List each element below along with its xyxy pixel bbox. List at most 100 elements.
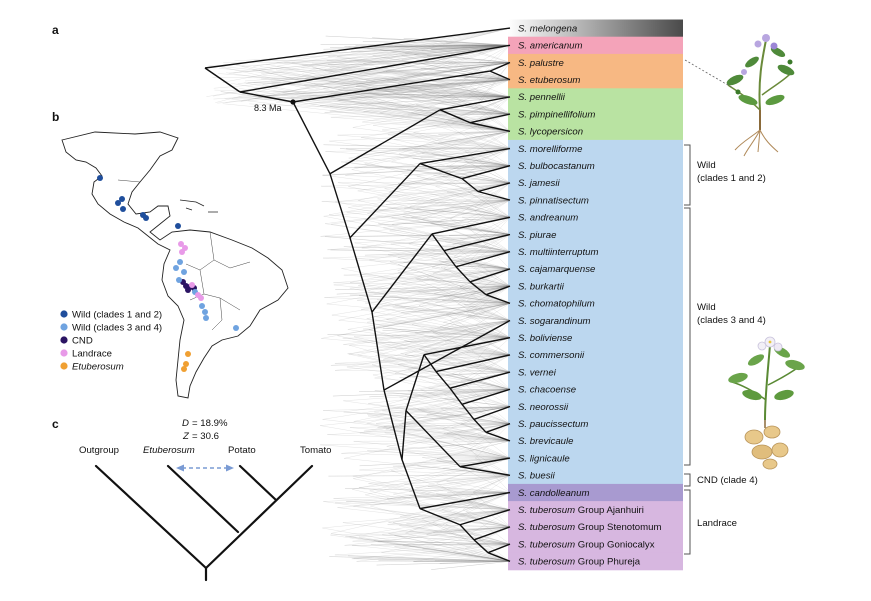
gene-tree-branch	[475, 62, 511, 106]
gene-tree-branch	[321, 199, 511, 202]
gene-tree-branch	[398, 113, 511, 132]
gene-tree-branch	[276, 62, 511, 80]
map-latin-america	[61, 131, 289, 399]
gene-tree-branch	[358, 487, 511, 510]
gene-tree-branch	[218, 68, 511, 98]
gene-tree-branch	[458, 45, 511, 85]
gene-tree-branch	[476, 337, 511, 369]
gene-tree-branch	[439, 260, 511, 270]
gene-tree-branch	[466, 317, 511, 321]
gene-tree-branch	[449, 285, 511, 322]
gene-tree-branch	[474, 182, 511, 212]
gene-tree-branch	[320, 45, 511, 54]
gene-tree-branch	[341, 440, 511, 454]
gene-tree-branch	[399, 371, 511, 378]
gene-tree-branch	[449, 234, 511, 236]
gene-tree-branch	[477, 540, 511, 545]
gene-tree-branch	[324, 285, 511, 298]
gene-tree-branch	[373, 540, 511, 545]
species-tree	[204, 27, 511, 562]
gene-tree-branch	[214, 89, 511, 98]
gene-tree-branch	[357, 155, 511, 184]
gene-tree-branch	[358, 475, 511, 488]
gene-tree-branch	[335, 201, 511, 235]
taxon-label: S. commersonii	[518, 350, 585, 361]
gene-tree-branch	[364, 219, 511, 252]
gene-tree-branch	[373, 125, 511, 149]
gene-tree-branch	[308, 79, 511, 104]
taxon-label: S. tuberosum Group Goniocalyx	[518, 539, 655, 550]
gene-tree-branch	[351, 543, 511, 559]
tree-branch	[423, 337, 511, 356]
gene-tree-branch	[349, 282, 511, 304]
gene-tree-branch	[383, 199, 511, 229]
gene-tree-branch	[420, 148, 511, 158]
gene-tree-branch	[346, 199, 511, 213]
gene-tree-branch	[330, 97, 511, 132]
gene-tree-branch	[413, 132, 511, 166]
gene-tree-branch	[326, 303, 511, 321]
gene-tree-branch	[460, 260, 511, 270]
gene-tree-branch	[353, 475, 511, 507]
gene-tree-branch	[344, 526, 511, 546]
gene-tree-branch	[330, 365, 511, 373]
panel-c-tree	[94, 464, 314, 582]
gene-tree-branch	[468, 315, 511, 338]
gene-tree-branch	[324, 297, 511, 304]
gene-tree-branch	[401, 268, 511, 285]
gene-tree-branch	[471, 350, 511, 373]
gene-tree-branch	[291, 79, 511, 98]
gene-tree-branch	[363, 303, 511, 330]
gene-tree-branch	[402, 449, 511, 459]
gene-tree-branch	[261, 62, 511, 74]
gene-tree-branch	[431, 153, 511, 166]
gene-tree-branch	[328, 475, 511, 477]
gene-tree-branch	[442, 524, 511, 545]
legend-marker	[60, 323, 68, 331]
gene-tree-branch	[215, 27, 511, 103]
gene-tree-branch	[426, 406, 511, 415]
gene-tree-branch	[322, 165, 511, 176]
gene-tree-branch	[474, 211, 511, 235]
gene-tree-branch	[444, 96, 511, 123]
tree-branch	[461, 178, 479, 193]
tree-branch	[473, 526, 511, 541]
gene-tree-branch	[358, 526, 511, 538]
gene-tree-branch	[409, 457, 511, 492]
gene-tree-branch	[376, 337, 511, 344]
gene-tree-branch	[402, 199, 511, 217]
gene-tree-branch	[349, 536, 511, 562]
gene-tree-branch	[333, 498, 511, 510]
gene-tree-branch	[364, 251, 511, 256]
gene-tree-branch	[367, 48, 511, 63]
gene-tree-branch	[323, 199, 511, 217]
tree-branch	[489, 61, 511, 72]
gene-tree-branch	[328, 62, 511, 65]
gene-tree-branch	[466, 352, 511, 356]
taxon-label: S. pinnatisectum	[518, 195, 589, 206]
gene-tree-branch	[383, 227, 511, 252]
gene-tree-branch	[349, 509, 511, 538]
taxon-label: S. bulbocastanum	[518, 161, 595, 172]
gene-tree-branch	[393, 493, 511, 528]
gene-tree-branch	[373, 303, 511, 317]
gene-tree-branch	[358, 251, 511, 286]
gene-tree-branch	[462, 216, 511, 235]
gene-tree-branch	[327, 434, 511, 442]
gene-tree-branch	[368, 483, 511, 510]
gene-tree-branch	[375, 406, 511, 424]
gene-tree-branch	[323, 144, 511, 149]
gene-tree-branch	[335, 492, 511, 504]
taxon-band	[508, 329, 683, 347]
gene-tree-branch	[433, 526, 511, 533]
gene-tree-branch	[466, 208, 511, 218]
gene-tree-branch	[344, 458, 511, 476]
gene-tree-branch	[343, 268, 511, 276]
gene-tree-branch	[356, 258, 511, 270]
gene-tree-branch	[406, 509, 511, 524]
gene-tree-branch	[408, 199, 511, 245]
gene-tree-branch	[390, 429, 511, 459]
tree-branch	[349, 237, 373, 313]
gene-tree-branch	[357, 217, 511, 227]
gene-tree-branch	[321, 182, 511, 187]
